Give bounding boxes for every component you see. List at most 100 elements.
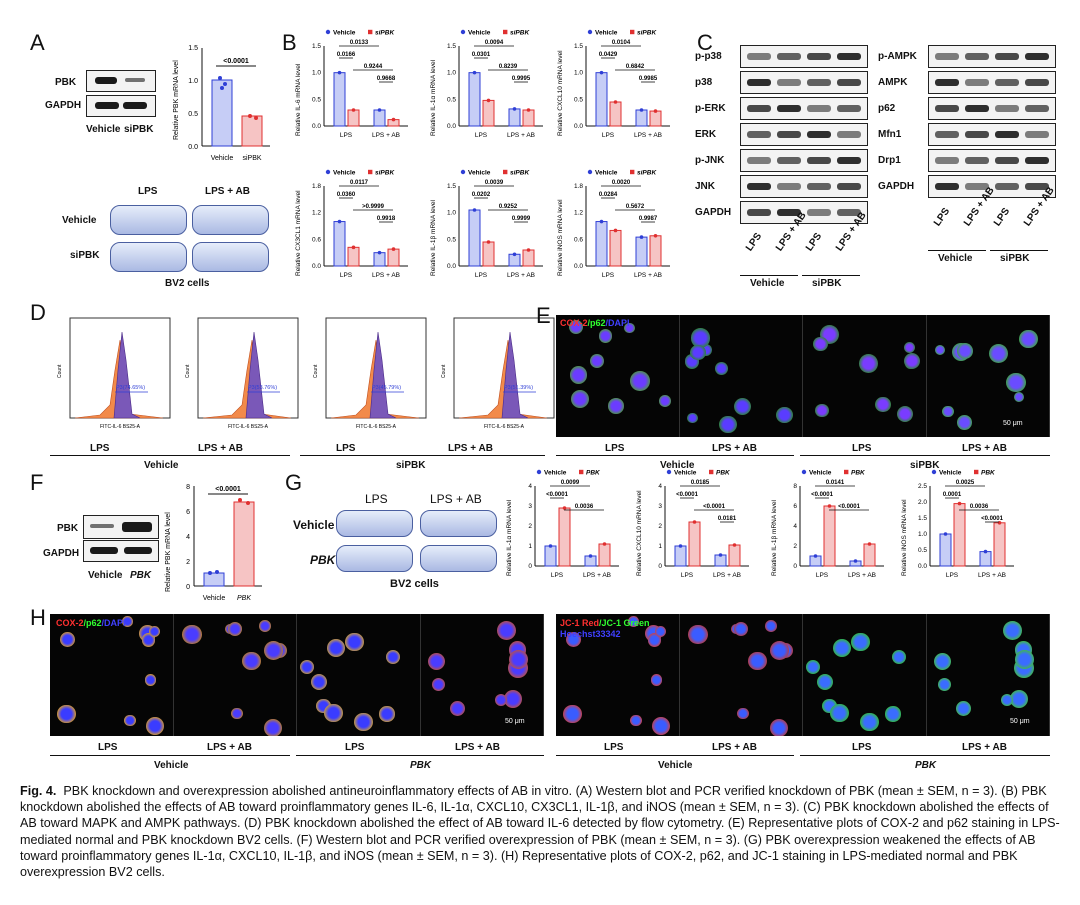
bar	[635, 236, 648, 267]
bar	[558, 507, 571, 567]
lane-label: LPS	[744, 231, 765, 254]
x-tick: LPS	[602, 272, 615, 279]
bar	[468, 209, 481, 267]
legend-label: Vehicle	[595, 30, 618, 37]
y-tick: 1.0	[918, 531, 927, 538]
western-blot	[83, 540, 159, 562]
western-blot	[928, 149, 1056, 172]
p-value: 0.0133	[350, 40, 369, 46]
svg-text:Vehicle: Vehicle	[211, 155, 234, 162]
y-tick: 1	[528, 543, 532, 550]
svg-text:1.5: 1.5	[188, 45, 198, 52]
legend-label: Vehicle	[674, 470, 697, 477]
flow-histogram: Count FITC-IL-6 BS25-A P3(74.65%)	[57, 317, 171, 430]
y-tick: 4	[528, 483, 532, 490]
bar	[598, 543, 611, 567]
culture-dish	[192, 205, 269, 235]
legend-label: Vehicle	[468, 30, 491, 37]
wb-row-label: p-JNK	[695, 155, 725, 166]
culture-dish	[336, 510, 413, 537]
dish-row-label: PBK	[310, 553, 336, 567]
data-point	[512, 252, 517, 257]
micrographs-h-cox2	[50, 614, 544, 736]
x-tick: LPS	[340, 132, 353, 139]
bar-chart-f: Relative PBK mRNA level 0 2 4 6 8 <0.000…	[165, 484, 262, 602]
p-value: 0.0104	[612, 40, 631, 46]
group-label: Vehicle	[750, 278, 785, 289]
legend-label: PBK	[716, 470, 731, 477]
dish-row-label: Vehicle	[62, 215, 97, 226]
data-point	[718, 553, 723, 557]
lane-label: LPS + AB	[207, 742, 252, 753]
culture-dish	[192, 242, 269, 272]
y-tick: 2.0	[918, 499, 927, 506]
p-value: <0.0001	[811, 492, 834, 498]
axis-label: Count	[313, 364, 319, 378]
wb-row-label: GAPDH	[878, 181, 915, 192]
lane-label: LPS	[804, 231, 825, 254]
y-tick: 0.0	[312, 263, 321, 270]
data-point	[351, 108, 356, 112]
bar	[333, 72, 346, 127]
p-value: 0.9918	[377, 216, 396, 222]
western-blot	[740, 201, 868, 224]
y-tick: 0.0	[918, 563, 927, 570]
p-value: 0.0001	[943, 492, 962, 498]
culture-dish	[420, 545, 497, 572]
western-blot	[86, 95, 156, 117]
micrograph-panel	[556, 614, 680, 736]
legend-label: siPBK	[510, 170, 530, 177]
svg-text:8: 8	[186, 484, 190, 491]
legend-label: Vehicle	[468, 170, 491, 177]
y-tick: 1	[658, 543, 662, 550]
western-blot	[928, 45, 1056, 68]
data-point	[639, 108, 644, 112]
wb-row-label: GAPDH	[695, 207, 732, 218]
bar	[468, 72, 481, 127]
grouped-bar-chart: Relative IL-6 mRNA level 0.0 0.5 1.0 1.5 Vehi…	[295, 30, 408, 139]
data-point	[639, 235, 644, 239]
data-point	[548, 544, 553, 548]
grouped-bar-chart: Relative IL-1β mRNA level 0.0 0.5 1.0 1.5 Veh…	[430, 170, 543, 279]
y-tick: 4	[793, 523, 797, 530]
panel-label-h: H	[30, 605, 46, 630]
x-tick: LPS	[681, 572, 694, 579]
culture-dish	[420, 510, 497, 537]
grouped-bar-chart: Relative IL-1α mRNA level 0.0 0.5 1.0 1.5 Veh…	[430, 30, 543, 139]
y-tick: 2	[658, 523, 662, 530]
western-blot	[740, 149, 868, 172]
axis-label: FITC-IL-6 BS25-A	[100, 424, 141, 430]
legend-label: siPBK	[637, 30, 657, 37]
flow-cytometry-d: Count FITC-IL-6 BS25-A P3(74.65%) Count FITC…	[30, 310, 555, 460]
legend-label: Vehicle	[939, 470, 962, 477]
y-axis-label: Relative PBK mRNA level	[173, 60, 180, 140]
group-label: Vehicle	[658, 760, 693, 771]
p-value: 0.5672	[626, 204, 645, 210]
p-value: <0.0001	[223, 58, 249, 65]
caption-text: PBK knockdown and overexpression abolish…	[20, 784, 1060, 880]
micrograph-panel	[50, 614, 174, 736]
panel-label-f: F	[30, 470, 44, 495]
lane-label: LPS	[90, 443, 110, 454]
p-value: 0.9987	[639, 216, 658, 222]
p-value: 0.0185	[691, 480, 710, 486]
group-label: siPBK	[396, 460, 426, 471]
data-point	[678, 544, 683, 548]
group-label: siPBK	[910, 460, 940, 471]
data-point	[653, 109, 658, 113]
bar	[522, 109, 535, 127]
y-tick: 3	[528, 503, 532, 510]
bar	[609, 101, 622, 127]
micrograph-panel	[679, 614, 803, 736]
wb-row-label: PBK	[57, 523, 79, 534]
group-label: PBK	[915, 760, 937, 771]
x-tick: LPS + AB	[372, 132, 400, 139]
micrograph-panel	[420, 614, 544, 736]
lane-label: PBK	[130, 570, 152, 581]
western-blot	[740, 71, 868, 94]
legend-label: siPBK	[375, 30, 395, 37]
y-axis-label: Relative IL-1β mRNA level	[771, 499, 778, 576]
lane-label: LPS + AB	[198, 443, 243, 454]
bar-sipbk	[241, 115, 263, 147]
svg-text:2: 2	[186, 559, 190, 566]
